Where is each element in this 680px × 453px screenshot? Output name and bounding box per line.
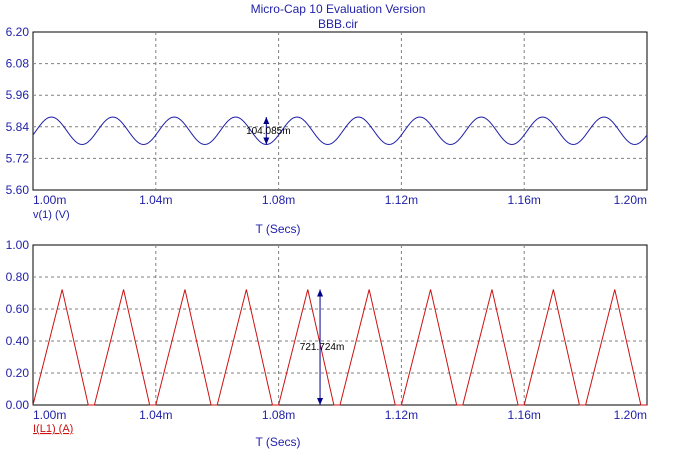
current-measure-arrow-up xyxy=(317,289,324,297)
voltage-x-tick-label: 1.00m xyxy=(33,193,66,207)
current-y-tick-label: 0.20 xyxy=(6,366,30,380)
current-plot-frame xyxy=(32,244,648,406)
current-measure-label: 721.724m xyxy=(300,342,344,353)
voltage-plot-x-axis-label: T (Secs) xyxy=(255,222,300,236)
current-x-tick-label: 1.04m xyxy=(139,408,172,422)
voltage-y-tick-label: 5.60 xyxy=(6,183,30,197)
voltage-x-tick-label: 1.04m xyxy=(139,193,172,207)
voltage-x-tick-label: 1.20m xyxy=(614,193,647,207)
voltage-x-tick-label: 1.16m xyxy=(508,193,541,207)
circuit-name: BBB.cir xyxy=(318,17,358,31)
current-y-tick-label: 0.40 xyxy=(6,334,30,348)
current-measure-arrow-down xyxy=(317,398,324,405)
voltage-y-tick-label: 5.84 xyxy=(6,120,30,134)
voltage-x-tick-label: 1.12m xyxy=(385,193,418,207)
current-x-tick-label: 1.08m xyxy=(262,408,295,422)
voltage-measure-label: 104.085m xyxy=(246,126,290,137)
current-trace[interactable] xyxy=(32,289,647,406)
current-x-tick-label: 1.00m xyxy=(33,408,66,422)
current-x-tick-label: 1.12m xyxy=(385,408,418,422)
current-y-tick-label: 0.60 xyxy=(6,302,30,316)
current-y-tick-label: 0.00 xyxy=(6,398,30,412)
voltage-plot-frame xyxy=(32,31,648,191)
voltage-x-tick-label: 1.08m xyxy=(262,193,295,207)
voltage-trace-label[interactable]: v(1) (V) xyxy=(33,209,70,221)
window-title: Micro-Cap 10 Evaluation Version xyxy=(251,2,426,16)
voltage-y-tick-label: 5.72 xyxy=(6,151,30,165)
voltage-plot-panel[interactable]: 1.00m 1.04m 1.08m 1.12m 1.16m 1.20m 5.60 5.72 5.… xyxy=(6,25,648,207)
current-y-tick-label: 1.00 xyxy=(6,238,30,252)
voltage-y-tick-label: 6.20 xyxy=(6,25,30,39)
current-plot-x-axis-label: T (Secs) xyxy=(255,435,300,449)
current-trace-label[interactable]: I(L1) (A) xyxy=(33,423,73,435)
voltage-measure-arrow-up xyxy=(263,117,270,125)
voltage-measure-arrow-down xyxy=(263,137,270,145)
voltage-y-tick-label: 5.96 xyxy=(6,88,30,102)
current-y-tick-label: 0.80 xyxy=(6,270,30,284)
voltage-y-tick-label: 6.08 xyxy=(6,57,30,71)
voltage-trace[interactable] xyxy=(32,116,648,145)
current-x-tick-label: 1.20m xyxy=(614,408,647,422)
current-plot-panel[interactable]: 1.00m 1.04m 1.08m 1.12m 1.16m 1.20m 0.00 0.20 0.… xyxy=(6,238,648,422)
current-x-tick-label: 1.16m xyxy=(508,408,541,422)
